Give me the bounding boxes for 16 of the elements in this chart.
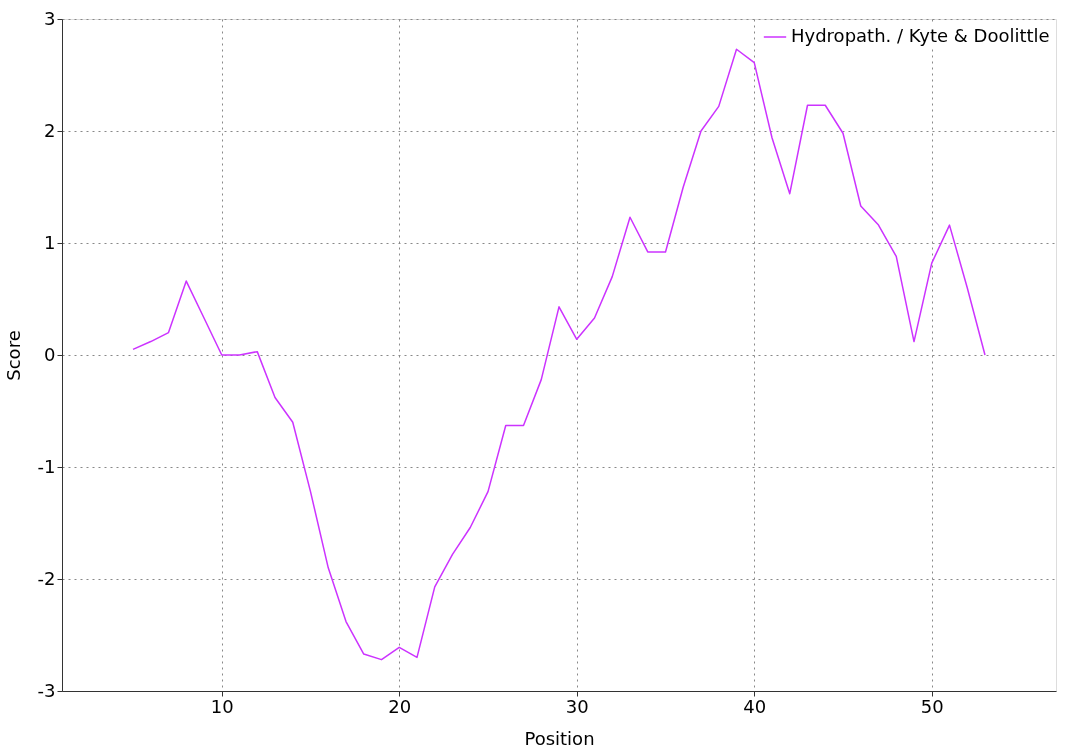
y-tick-label: 1 <box>44 231 56 253</box>
x-tick-label: 10 <box>210 695 234 717</box>
x-axis-title: Position <box>524 727 595 749</box>
y-tick-label: 2 <box>44 119 56 141</box>
x-tick-label: 40 <box>743 695 767 717</box>
line-series <box>132 48 986 661</box>
x-tick-label: 30 <box>565 695 589 717</box>
y-tick-label: 0 <box>44 343 56 365</box>
y-axis-title: Score <box>2 330 24 381</box>
y-tick-label: -1 <box>37 455 56 477</box>
x-tick-label: 50 <box>920 695 944 717</box>
legend-label: Hydropath. / Kyte & Doolittle <box>791 25 1050 46</box>
x-tick-label: 20 <box>388 695 412 717</box>
y-tick-label: -2 <box>37 567 56 589</box>
y-tick-label: -3 <box>37 679 56 701</box>
y-tick-label: 3 <box>44 7 56 29</box>
